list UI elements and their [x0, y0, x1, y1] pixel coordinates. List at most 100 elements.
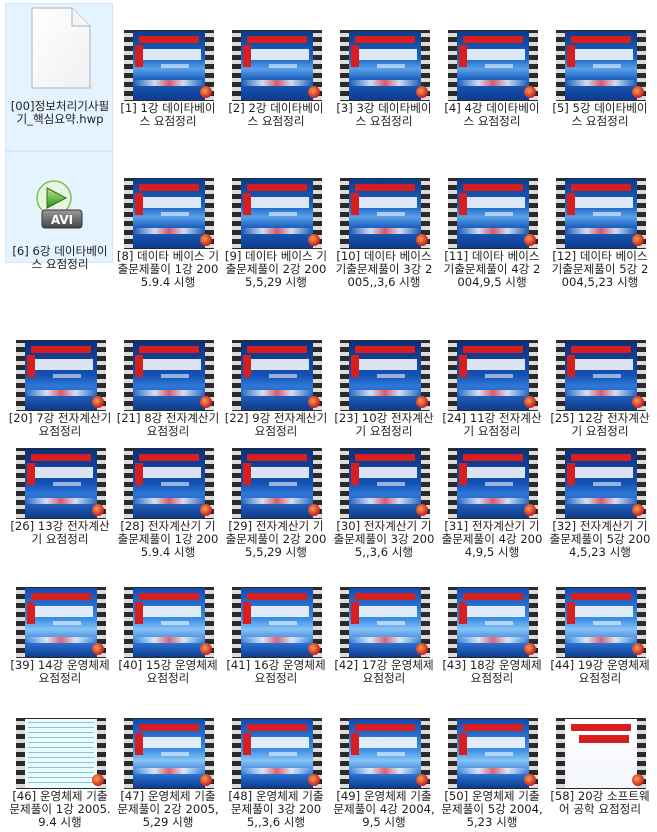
svg-text:AVI: AVI: [51, 213, 73, 227]
file-name-label: [6] 6강 데이타베이스 요점정리: [12, 244, 108, 271]
file-item[interactable]: [58] 20강 소프트웨어 공학 요점정리: [545, 691, 653, 821]
file-name-label: [28] 전자계산기 기출문제풀이 1강 2005.9.4 시행: [117, 519, 219, 559]
thumbnail: [16, 718, 106, 789]
file-name-label: [1] 1강 데이타베이스 요점정리: [120, 101, 216, 128]
file-item[interactable]: [30] 전자계산기 기출문제풀이 3강 2005,,3,6 시행: [329, 421, 437, 559]
thumbnail: [448, 718, 538, 789]
thumbnail: [340, 178, 430, 249]
thumbnail: [232, 718, 322, 789]
video-thumbnail-icon: [232, 448, 322, 519]
file-item[interactable]: [8] 데이타 베이스 기출문제풀이 1강 2005.9.4 시행: [113, 151, 221, 289]
file-item[interactable]: [43] 18강 운영체제 요점정리: [437, 560, 545, 690]
video-thumbnail-icon: [556, 448, 646, 519]
file-name-label: [40] 15강 운영체제 요점정리: [118, 658, 218, 685]
video-thumbnail-icon: [124, 30, 214, 101]
file-name-label: [00]정보처리기사필기_핵심요약.hwp: [10, 99, 110, 126]
file-item[interactable]: [2] 2강 데이타베이스 요점정리: [221, 3, 329, 133]
file-name-label: [43] 18강 운영체제 요점정리: [442, 658, 542, 685]
file-name-label: [32] 전자계산기 기출문제풀이 5강 2004,5,23 시행: [549, 519, 651, 559]
thumbnail: [16, 587, 106, 658]
file-item[interactable]: [20] 7강 전자계산기 요점정리: [5, 313, 113, 443]
file-item[interactable]: [31] 전자계산기 기출문제풀이 4강 2004,9,5 시행: [437, 421, 545, 559]
file-item[interactable]: [24] 11강 전자계산기 요점정리: [437, 313, 545, 443]
file-item[interactable]: [23] 10강 전자계산기 요점정리: [329, 313, 437, 443]
file-name-label: [31] 전자계산기 기출문제풀이 4강 2004,9,5 시행: [441, 519, 543, 559]
file-name-label: [5] 5강 데이타베이스 요점정리: [552, 101, 648, 128]
file-item[interactable]: [40] 15강 운영체제 요점정리: [113, 560, 221, 690]
file-item[interactable]: [47] 운영체제 기출문제풀이 2강 2005,5,29 시행: [113, 691, 221, 829]
file-item[interactable]: [49] 운영체제 기출문제풀이 4강 2004,9,5 시행: [329, 691, 437, 829]
file-name-label: [26] 13강 전자계산기 요점정리: [10, 519, 110, 546]
file-item[interactable]: [44] 19강 운영체제 요점정리: [545, 560, 653, 690]
file-item[interactable]: [50] 운영체제 기출문제풀이 5강 2004,5,23 시행: [437, 691, 545, 829]
thumbnail: [556, 178, 646, 249]
file-item[interactable]: [00]정보처리기사필기_핵심요약.hwp: [5, 3, 113, 151]
thumbnail: [124, 718, 214, 789]
thumbnail: [232, 448, 322, 519]
thumbnail: [448, 340, 538, 411]
thumbnail: [232, 30, 322, 101]
file-item[interactable]: AVI [6] 6강 데이타베이스 요점정리: [5, 151, 113, 271]
file-name-label: [9] 데이타 베이스 기출문제풀이 2강 2005,5,29 시행: [224, 249, 328, 289]
thumbnail: [556, 340, 646, 411]
file-item[interactable]: [48] 운영체제 기출문제풀이 3강 2005,,3,6 시행: [221, 691, 329, 829]
file-item[interactable]: [39] 14강 운영체제 요점정리: [5, 560, 113, 690]
file-item[interactable]: [46] 운영체제 기출문제풀이 1강 2005.9.4 시행: [5, 691, 113, 829]
file-name-label: [21] 8강 전자계산기 요점정리: [116, 411, 220, 438]
file-name-label: [24] 11강 전자계산기 요점정리: [442, 411, 542, 438]
file-item[interactable]: [42] 17강 운영체제 요점정리: [329, 560, 437, 690]
thumbnail: [124, 30, 214, 101]
file-item[interactable]: [5] 5강 데이타베이스 요점정리: [545, 3, 653, 133]
file-item[interactable]: [25] 12강 전자계산기 요점정리: [545, 313, 653, 443]
file-item[interactable]: [9] 데이타 베이스 기출문제풀이 2강 2005,5,29 시행: [221, 151, 329, 289]
video-thumbnail-icon: [124, 587, 214, 658]
thumbnail: [448, 587, 538, 658]
video-thumbnail-icon: [340, 178, 430, 249]
file-item[interactable]: [22] 9강 전자계산기 요점정리: [221, 313, 329, 443]
file-name-label: [22] 9강 전자계산기 요점정리: [224, 411, 328, 438]
file-item[interactable]: [21] 8강 전자계산기 요점정리: [113, 313, 221, 443]
file-name-label: [4] 4강 데이타베이스 요점정리: [444, 101, 540, 128]
file-name-label: [8] 데이타 베이스 기출문제풀이 1강 2005.9.4 시행: [116, 249, 220, 289]
file-name-label: [48] 운영체제 기출문제풀이 3강 2005,,3,6 시행: [228, 789, 324, 829]
video-thumbnail-icon: [340, 587, 430, 658]
video-thumbnail-icon: [556, 178, 646, 249]
file-item[interactable]: [4] 4강 데이타베이스 요점정리: [437, 3, 545, 133]
thumbnail: [340, 340, 430, 411]
thumbnail: [556, 587, 646, 658]
avi-file-icon: AVI: [36, 180, 83, 229]
file-item[interactable]: [32] 전자계산기 기출문제풀이 5강 2004,5,23 시행: [545, 421, 653, 559]
file-item[interactable]: [3] 3강 데이타베이스 요점정리: [329, 3, 437, 133]
video-thumbnail-icon: [124, 448, 214, 519]
file-item[interactable]: [1] 1강 데이타베이스 요점정리: [113, 3, 221, 133]
video-thumbnail-icon: [232, 340, 322, 411]
file-item[interactable]: [41] 16강 운영체제 요점정리: [221, 560, 329, 690]
thumbnail: [124, 178, 214, 249]
video-thumbnail-icon: [124, 178, 214, 249]
file-item[interactable]: [11] 데이타 베이스 기출문제풀이 4강 2004,9,5 시행: [437, 151, 545, 289]
thumbnail: [556, 718, 646, 789]
video-thumbnail-icon: [340, 340, 430, 411]
file-name-label: [25] 12강 전자계산기 요점정리: [550, 411, 650, 438]
file-item[interactable]: [26] 13강 전자계산기 요점정리: [5, 421, 113, 551]
file-item[interactable]: [28] 전자계산기 기출문제풀이 1강 2005.9.4 시행: [113, 421, 221, 559]
file-name-label: [10] 데이타 베이스 기출문제풀이 3강 2005,,3,6 시행: [335, 249, 433, 289]
video-thumbnail-icon: [124, 340, 214, 411]
blank-document-icon: [31, 7, 91, 89]
file-item[interactable]: [10] 데이타 베이스 기출문제풀이 3강 2005,,3,6 시행: [329, 151, 437, 289]
video-thumbnail-icon: [556, 587, 646, 658]
thumbnail: [448, 30, 538, 101]
video-thumbnail-icon: [448, 587, 538, 658]
file-item[interactable]: [12] 데이타 베이스 기출문제풀이 5강 2004,5,23 시행: [545, 151, 653, 289]
video-thumbnail-icon: [16, 718, 106, 789]
video-thumbnail-icon: [232, 30, 322, 101]
file-name-label: [2] 2강 데이타베이스 요점정리: [228, 101, 324, 128]
video-thumbnail-icon: [16, 340, 106, 411]
file-name-label: [44] 19강 운영체제 요점정리: [550, 658, 650, 685]
thumbnail: [124, 587, 214, 658]
file-name-label: [39] 14강 운영체제 요점정리: [10, 658, 110, 685]
file-item[interactable]: [29] 전자계산기 기출문제풀이 2강 2005,5,29 시행: [221, 421, 329, 559]
video-thumbnail-icon: [124, 718, 214, 789]
video-thumbnail-icon: [232, 178, 322, 249]
